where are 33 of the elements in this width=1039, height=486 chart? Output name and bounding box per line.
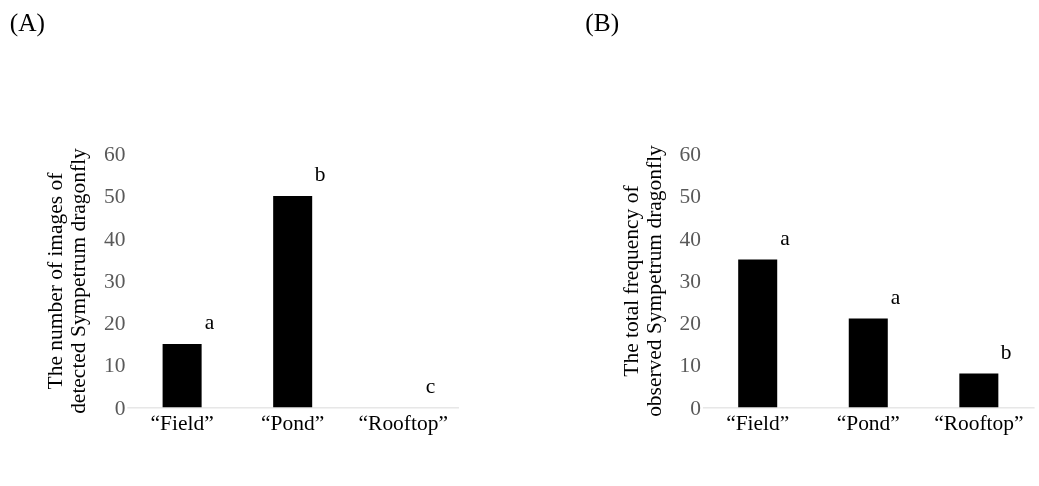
y-tick-label: 30: [103, 268, 126, 293]
annotation: a: [780, 225, 791, 250]
y-tick-label: 50: [103, 184, 126, 209]
x-tick-label: “Pond”: [261, 411, 325, 436]
y-tick-label: 60: [103, 142, 126, 167]
y-tick-label: 50: [679, 184, 701, 209]
annotation: a: [204, 310, 215, 335]
y-tick-label: 30: [679, 268, 701, 293]
y-tick-label: 20: [679, 311, 701, 336]
annotation: b: [314, 162, 326, 187]
annotation: a: [890, 284, 901, 309]
annotation: c: [425, 373, 436, 398]
chart-title: (B): [585, 7, 620, 37]
x-tick-label: “Field”: [726, 411, 790, 436]
bar: [848, 318, 888, 408]
bar: [959, 373, 999, 408]
bar: [738, 259, 778, 408]
annotation: b: [1000, 339, 1012, 364]
y-tick-label: 60: [679, 142, 701, 167]
x-tick-label: “Pond”: [836, 411, 900, 436]
x-tick-label: “Rooftop”: [934, 411, 1024, 436]
chart-title: (A): [9, 7, 45, 37]
x-tick-label: “Field”: [150, 411, 214, 436]
y-tick-label: 20: [103, 311, 126, 336]
y-tick-label: 10: [103, 353, 126, 378]
y-tick-label: 40: [679, 226, 701, 251]
y-tick-label: 0: [690, 395, 701, 420]
y-axis-title: The number of images of detected Sympetrum dragonfly: [42, 147, 91, 414]
y-axis-title: The total frequency of observed Sympetrum dragonfly: [618, 144, 666, 417]
y-tick-label: 10: [679, 353, 701, 378]
y-tick-label: 0: [114, 395, 126, 420]
y-tick-label: 40: [103, 226, 126, 251]
x-tick-label: “Rooftop”: [358, 411, 448, 436]
